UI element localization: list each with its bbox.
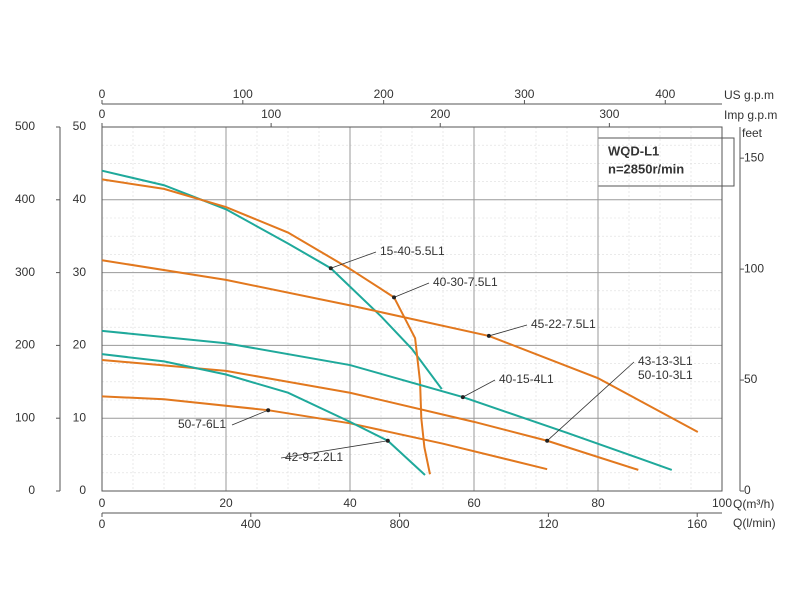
curve-label: 15-40-5.5L1: [380, 244, 445, 258]
x2-tick-label: 800: [390, 517, 410, 531]
y2-tick-label: 150: [744, 150, 764, 164]
pump-curve: [101, 169, 443, 390]
x2-tick-label: 0: [99, 517, 106, 531]
x-tick-label: 40: [343, 496, 357, 510]
curve-label: 42-9-2.2L1: [285, 450, 343, 464]
curve-label: 50-7-6L1: [178, 417, 226, 431]
y0-tick-label: 100: [15, 410, 35, 424]
top-axis-label: US g.p.m: [724, 88, 774, 102]
leader-line: [280, 440, 388, 459]
x2-axis-label: Q(l/min): [733, 516, 776, 530]
top-tick-label: 400: [655, 87, 675, 101]
curve-label: 50-10-3L1: [638, 368, 693, 382]
box-title: WQD-L1: [608, 143, 659, 158]
curve-label: 40-30-7.5L1: [433, 275, 498, 289]
y-tick-label: 20: [73, 338, 87, 352]
curve-label: 45-22-7.5L1: [531, 317, 596, 331]
x-tick-label: 80: [591, 496, 605, 510]
x-tick-label: 0: [99, 496, 106, 510]
x2-tick-label: 160: [687, 517, 707, 531]
label-dot: [385, 438, 390, 443]
y-tick-label: 0: [79, 483, 86, 497]
y2-axis-label: feet: [742, 126, 763, 140]
y2-tick-label: 100: [744, 261, 764, 275]
leader-line: [330, 251, 377, 269]
y0-tick-label: 400: [15, 192, 35, 206]
top2-tick-label: 100: [261, 107, 281, 121]
label-dot: [486, 333, 491, 338]
label-dot: [392, 295, 397, 300]
box-subtitle: n=2850r/min: [608, 161, 684, 176]
top-tick-label: 200: [374, 87, 394, 101]
y2-tick-label: 0: [744, 483, 751, 497]
top2-tick-label: 300: [599, 107, 619, 121]
label-dot: [460, 395, 465, 400]
x-tick-label: 20: [219, 496, 233, 510]
label-dot: [328, 266, 333, 271]
pump-curve: [101, 259, 699, 433]
y0-tick-label: 300: [15, 265, 35, 279]
leader-line: [231, 409, 269, 426]
y-tick-label: 10: [73, 410, 87, 424]
leader-line: [462, 379, 496, 398]
top-tick-label: 300: [514, 87, 534, 101]
info-box: [597, 137, 735, 187]
x-tick-label: 100: [712, 496, 732, 510]
y0-tick-label: 0: [28, 483, 35, 497]
top2-tick-label: 200: [430, 107, 450, 121]
leader-line: [488, 324, 528, 337]
y-tick-label: 40: [73, 192, 87, 206]
pump-curve: [101, 329, 673, 471]
y2-tick-label: 50: [744, 372, 758, 386]
y0-tick-label: 500: [15, 119, 35, 133]
top-tick-label: 0: [99, 87, 106, 101]
x-axis-label: Q(m³/h): [733, 497, 774, 511]
y-tick-label: 50: [73, 119, 87, 133]
leader-line: [393, 282, 430, 298]
y-tick-label: 30: [73, 265, 87, 279]
x-tick-label: 60: [467, 496, 481, 510]
x2-tick-label: 120: [538, 517, 558, 531]
top2-tick-label: 0: [99, 107, 106, 121]
label-dot: [545, 438, 550, 443]
top2-axis-label: Imp g.p.m: [724, 108, 777, 122]
leader-line: [546, 361, 635, 442]
top-tick-label: 100: [233, 87, 253, 101]
pump-curve: [101, 358, 639, 471]
curve-label: 43-13-3L1: [638, 354, 693, 368]
x2-tick-label: 400: [241, 517, 261, 531]
curve-label: 40-15-4L1: [499, 372, 554, 386]
pump-curve: [101, 395, 548, 471]
label-dot: [266, 408, 271, 413]
plot-frame: [101, 126, 723, 492]
y0-tick-label: 200: [15, 338, 35, 352]
